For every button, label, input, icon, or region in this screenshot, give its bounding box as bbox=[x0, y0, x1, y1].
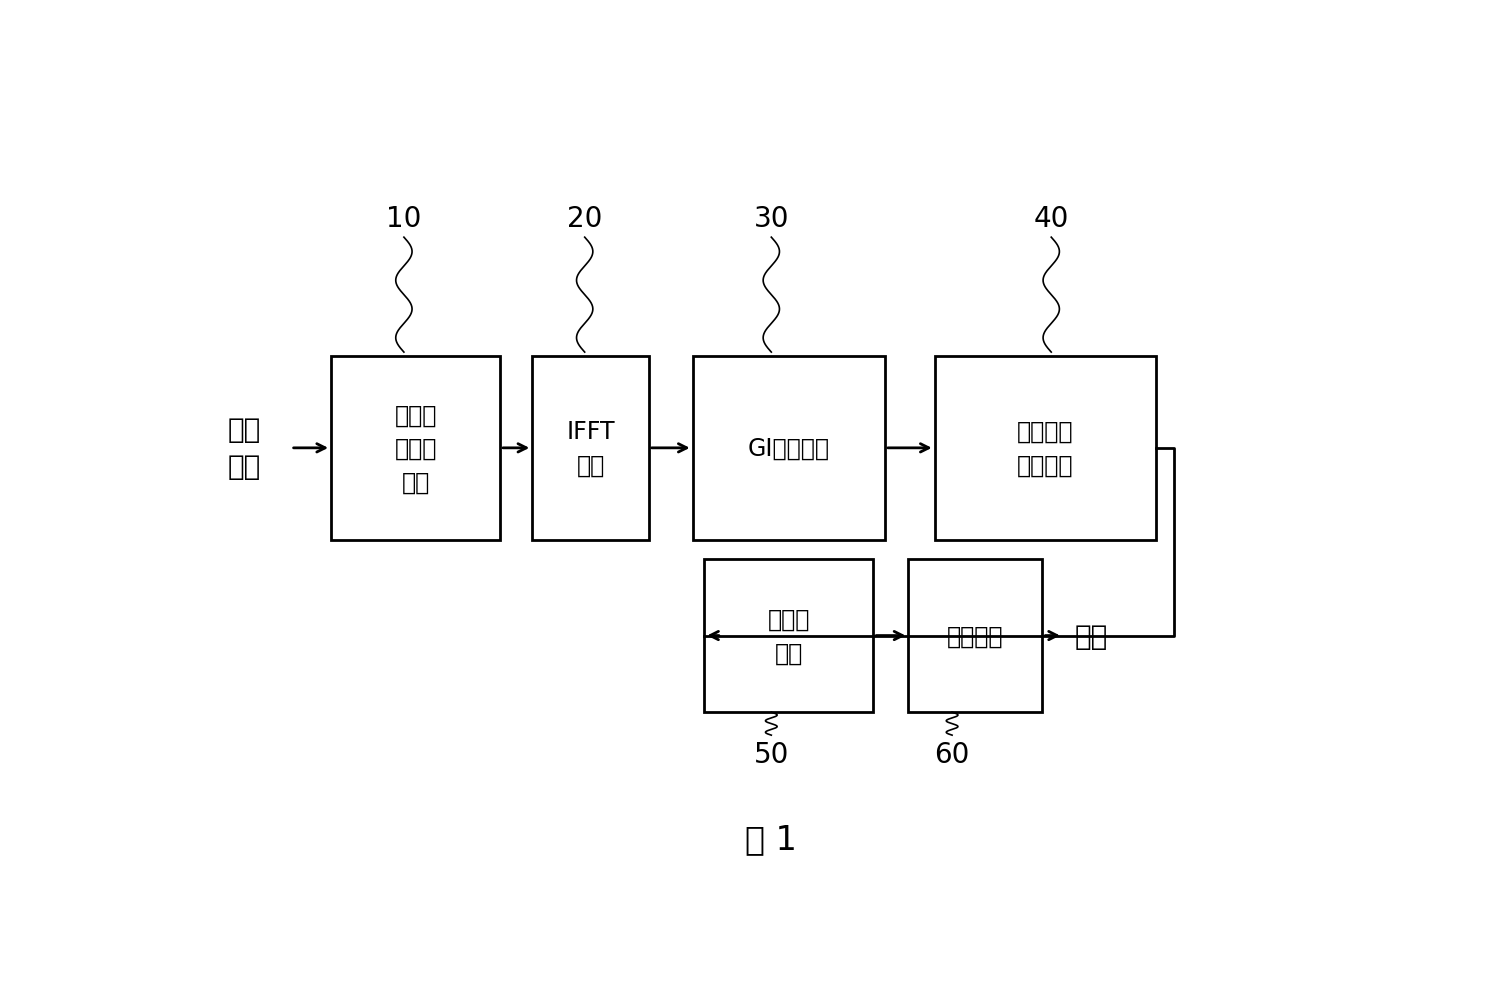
Text: 10: 10 bbox=[387, 205, 421, 233]
Text: 射频单元: 射频单元 bbox=[947, 624, 1004, 648]
Text: 20: 20 bbox=[567, 205, 602, 233]
Bar bbox=[533, 357, 649, 541]
Bar bbox=[331, 357, 500, 541]
Bar bbox=[935, 357, 1156, 541]
Text: 60: 60 bbox=[935, 741, 969, 768]
Text: 输入
数据: 输入 数据 bbox=[227, 416, 260, 481]
Bar bbox=[704, 560, 873, 713]
Text: 50: 50 bbox=[754, 741, 789, 768]
Text: 频道: 频道 bbox=[1075, 622, 1108, 650]
Text: 图 1: 图 1 bbox=[745, 822, 798, 855]
Text: GI插入单元: GI插入单元 bbox=[748, 436, 829, 460]
Text: 40: 40 bbox=[1034, 205, 1069, 233]
Text: 滤波器
单元: 滤波器 单元 bbox=[768, 607, 810, 665]
Bar bbox=[692, 357, 885, 541]
Text: IFFT
单元: IFFT 单元 bbox=[566, 419, 616, 477]
Text: 30: 30 bbox=[754, 205, 789, 233]
Text: 前向误
差校正
单元: 前向误 差校正 单元 bbox=[394, 403, 436, 494]
Bar bbox=[909, 560, 1043, 713]
Text: 同步信息
插入单元: 同步信息 插入单元 bbox=[1017, 419, 1073, 477]
